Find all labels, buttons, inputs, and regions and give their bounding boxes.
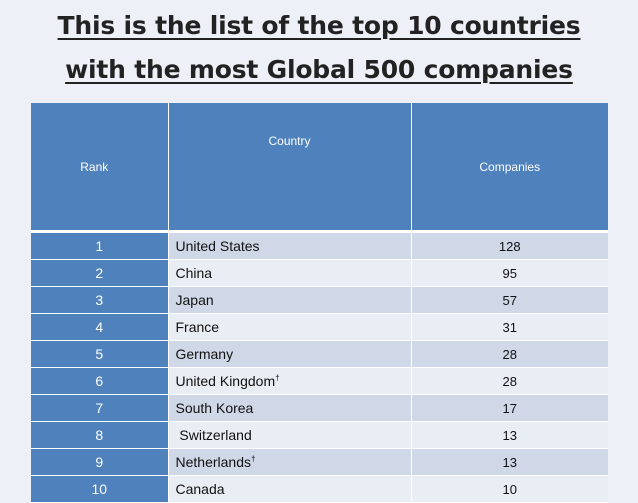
- country-cell: France: [168, 313, 412, 341]
- country-cell: Netherlands†: [168, 448, 412, 476]
- country-name: Canada: [175, 481, 225, 497]
- table-body: 1 United States 128 2 China 95 3 Japan 5…: [31, 231, 608, 503]
- companies-cell: 13: [411, 448, 608, 476]
- rank-cell: 7: [31, 394, 169, 422]
- table-row: 4 France 31: [31, 313, 608, 341]
- table-row: 5 Germany 28: [31, 340, 608, 368]
- rank-cell: 9: [31, 448, 169, 476]
- table-row: 9 Netherlands† 13: [31, 448, 608, 476]
- companies-cell: 28: [411, 367, 608, 395]
- companies-cell: 95: [411, 259, 608, 287]
- country-name: France: [175, 319, 220, 335]
- country-cell: United States: [168, 231, 412, 260]
- country-cell: South Korea: [168, 394, 412, 422]
- column-header-rank: Rank: [31, 103, 169, 233]
- rank-cell: 1: [31, 231, 169, 260]
- country-name: Switzerland: [175, 427, 252, 443]
- rank-cell: 3: [31, 286, 169, 314]
- rank-cell: 5: [31, 340, 169, 368]
- rank-cell: 6: [31, 367, 169, 395]
- table-row: 7 South Korea 17: [31, 394, 608, 422]
- column-header-country: Country: [168, 103, 412, 233]
- rank-cell: 4: [31, 313, 169, 341]
- column-header-companies: Companies: [411, 103, 608, 233]
- country-cell: United Kingdom†: [168, 367, 412, 395]
- dagger-mark: †: [275, 373, 280, 383]
- slide-title: This is the list of the top 10 countries…: [0, 4, 638, 92]
- rank-cell: 2: [31, 259, 169, 287]
- title-line-1: This is the list of the top 10 countries: [57, 11, 581, 40]
- table-header-row: Rank Country Companies: [31, 103, 608, 233]
- companies-cell: 57: [411, 286, 608, 314]
- table-row: 10 Canada 10: [31, 475, 608, 503]
- companies-cell: 17: [411, 394, 608, 422]
- country-cell: Switzerland: [168, 421, 412, 449]
- companies-cell: 28: [411, 340, 608, 368]
- country-cell: Germany: [168, 340, 412, 368]
- table-row: 3 Japan 57: [31, 286, 608, 314]
- country-name: China: [175, 265, 213, 281]
- country-name: Netherlands: [175, 454, 252, 470]
- country-name: United States: [175, 238, 260, 254]
- country-name: Japan: [175, 292, 214, 308]
- table-row: 6 United Kingdom† 28: [31, 367, 608, 395]
- country-name: South Korea: [175, 400, 254, 416]
- companies-cell: 31: [411, 313, 608, 341]
- country-cell: Japan: [168, 286, 412, 314]
- country-name: Germany: [175, 346, 234, 362]
- rank-cell: 8: [31, 421, 169, 449]
- countries-table: Rank Country Companies 1 United States 1…: [31, 103, 608, 503]
- companies-cell: 10: [411, 475, 608, 503]
- rank-cell: 10: [31, 475, 169, 503]
- dagger-mark: †: [251, 454, 256, 464]
- country-cell: China: [168, 259, 412, 287]
- table-row: 2 China 95: [31, 259, 608, 287]
- companies-cell: 13: [411, 421, 608, 449]
- table-row: 1 United States 128: [31, 231, 608, 260]
- country-cell: Canada: [168, 475, 412, 503]
- table-row: 8 Switzerland 13: [31, 421, 608, 449]
- country-name: United Kingdom: [175, 373, 276, 389]
- title-line-2: with the most Global 500 companies: [65, 55, 573, 84]
- companies-cell: 128: [411, 231, 608, 260]
